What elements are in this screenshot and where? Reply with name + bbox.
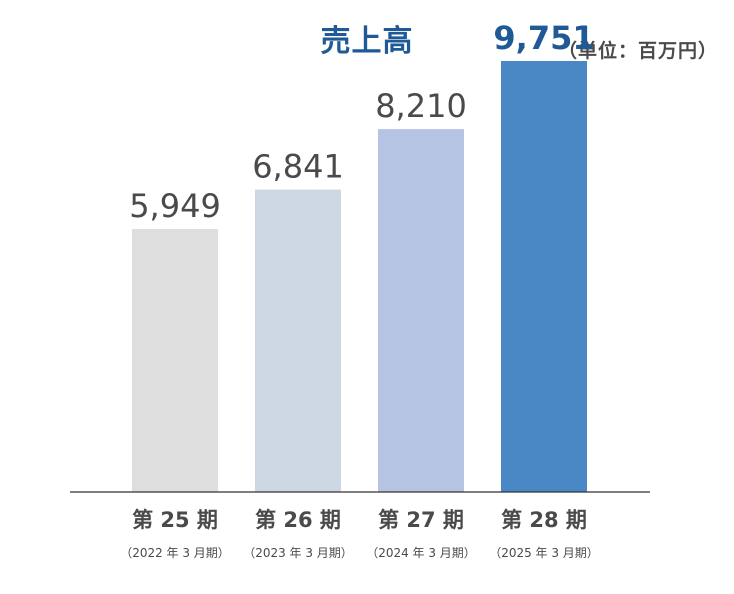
bar-1 [132,229,218,492]
value-label-2: 6,841 [252,148,344,186]
period-label-1: （2022 年 3 月期） [120,546,230,560]
value-label-4: 9,751 [493,19,594,57]
unit-label: （単位：百万円） [557,40,718,62]
chart-title: 売上高 [320,24,414,59]
value-label-3: 8,210 [375,87,467,125]
value-label-1: 5,949 [129,187,221,225]
bar-3 [378,129,464,493]
bar-4 [501,61,587,492]
category-label-4: 第 28 期 [501,508,587,532]
period-label-2: （2023 年 3 月期） [243,546,353,560]
category-label-1: 第 25 期 [132,508,218,532]
labels-layer: 5,949 第 25 期 （2022 年 3 月期） 6,841 第 26 期 （2023… [120,19,599,560]
period-label-4: （2025 年 3 月期） [489,546,599,560]
category-label-2: 第 26 期 [255,508,341,532]
bars-layer [132,61,587,493]
category-label-3: 第 27 期 [378,508,464,532]
period-label-3: （2024 年 3 月期） [366,546,476,560]
bar-2 [255,189,341,492]
